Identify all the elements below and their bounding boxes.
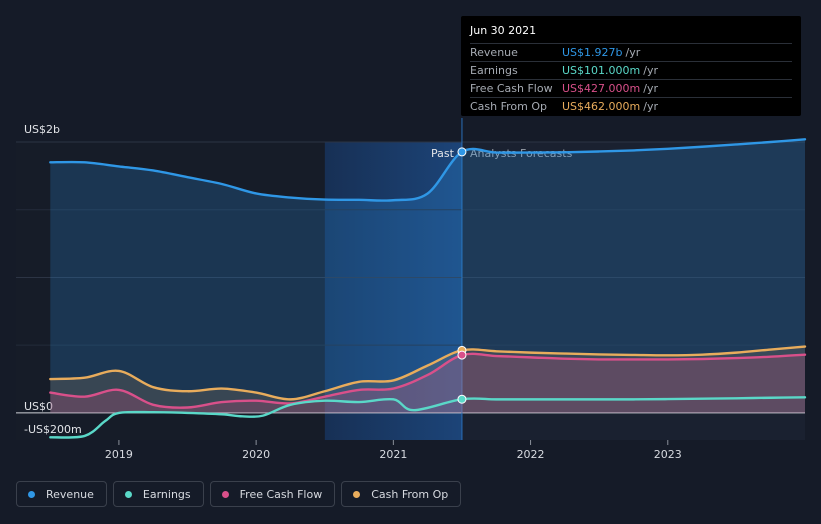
legend-label: Free Cash Flow (239, 487, 323, 501)
tooltip-label: Free Cash Flow (470, 82, 553, 95)
y-axis-label-top: US$2b (24, 123, 60, 136)
tooltip-row-revenue: Revenue US$1.927b /yr (470, 43, 792, 61)
free-cash-flow-marker-point (457, 350, 467, 360)
tooltip-value: US$101.000m (562, 64, 641, 77)
legend-label: Revenue (46, 487, 94, 501)
earnings-line (49, 396, 807, 439)
legend-item-revenue[interactable]: Revenue (16, 481, 107, 507)
tooltip-unit: /yr (625, 46, 641, 59)
cash-from-op-line (49, 345, 807, 401)
tooltip-unit: /yr (643, 82, 658, 95)
tooltip-row-cash-from-op: Cash From Op US$462.000m /yr (470, 97, 792, 115)
y-axis-label-zero: US$0 (24, 400, 53, 413)
tooltip: Jun 30 2021 Revenue US$1.927b /yr Earnin… (461, 16, 801, 116)
revenue-line (49, 138, 807, 202)
tooltip-row-free-cash-flow: Free Cash Flow US$427.000m /yr (470, 79, 792, 97)
x-tick-label: 2020 (242, 448, 270, 461)
past-label: Past (431, 147, 455, 160)
tooltip-label: Earnings (470, 64, 518, 77)
legend-dot-icon (124, 490, 132, 498)
revenue-marker-point (457, 147, 467, 157)
tooltip-label: Revenue (470, 46, 518, 59)
legend-label: Earnings (142, 487, 191, 501)
past-highlight-band (324, 142, 462, 440)
tooltip-value: US$427.000m (562, 82, 641, 95)
free-cash-flow-area (50, 353, 806, 413)
x-tick-label: 2021 (379, 448, 407, 461)
y-axis-label-bottom: -US$200m (24, 423, 82, 436)
tooltip-value: US$462.000m (562, 100, 641, 113)
cash-from-op-area (50, 346, 806, 413)
free-cash-flow-line (49, 352, 807, 409)
x-tick-label: 2019 (105, 448, 133, 461)
legend-item-earnings[interactable]: Earnings (112, 481, 204, 507)
tooltip-unit: /yr (643, 100, 658, 113)
tooltip-label: Cash From Op (470, 100, 548, 113)
tooltip-date: Jun 30 2021 (470, 24, 537, 37)
tooltip-unit: /yr (643, 64, 658, 77)
legend-label: Cash From Op (371, 487, 449, 501)
x-tick-label: 2022 (517, 448, 545, 461)
legend-dot-icon (221, 490, 229, 498)
legend-item-cash-from-op[interactable]: Cash From Op (341, 481, 462, 507)
legend-dot-icon (28, 490, 35, 498)
tooltip-value: US$1.927b (562, 46, 623, 59)
revenue-area (50, 139, 806, 413)
earnings-marker-point (457, 394, 467, 404)
tooltip-row-earnings: Earnings US$101.000m /yr (470, 61, 792, 79)
x-tick-label: 2023 (654, 448, 682, 461)
legend: Revenue Earnings Free Cash Flow Cash Fro… (16, 481, 462, 507)
legend-dot-icon (353, 490, 361, 498)
legend-item-free-cash-flow[interactable]: Free Cash Flow (209, 481, 336, 507)
